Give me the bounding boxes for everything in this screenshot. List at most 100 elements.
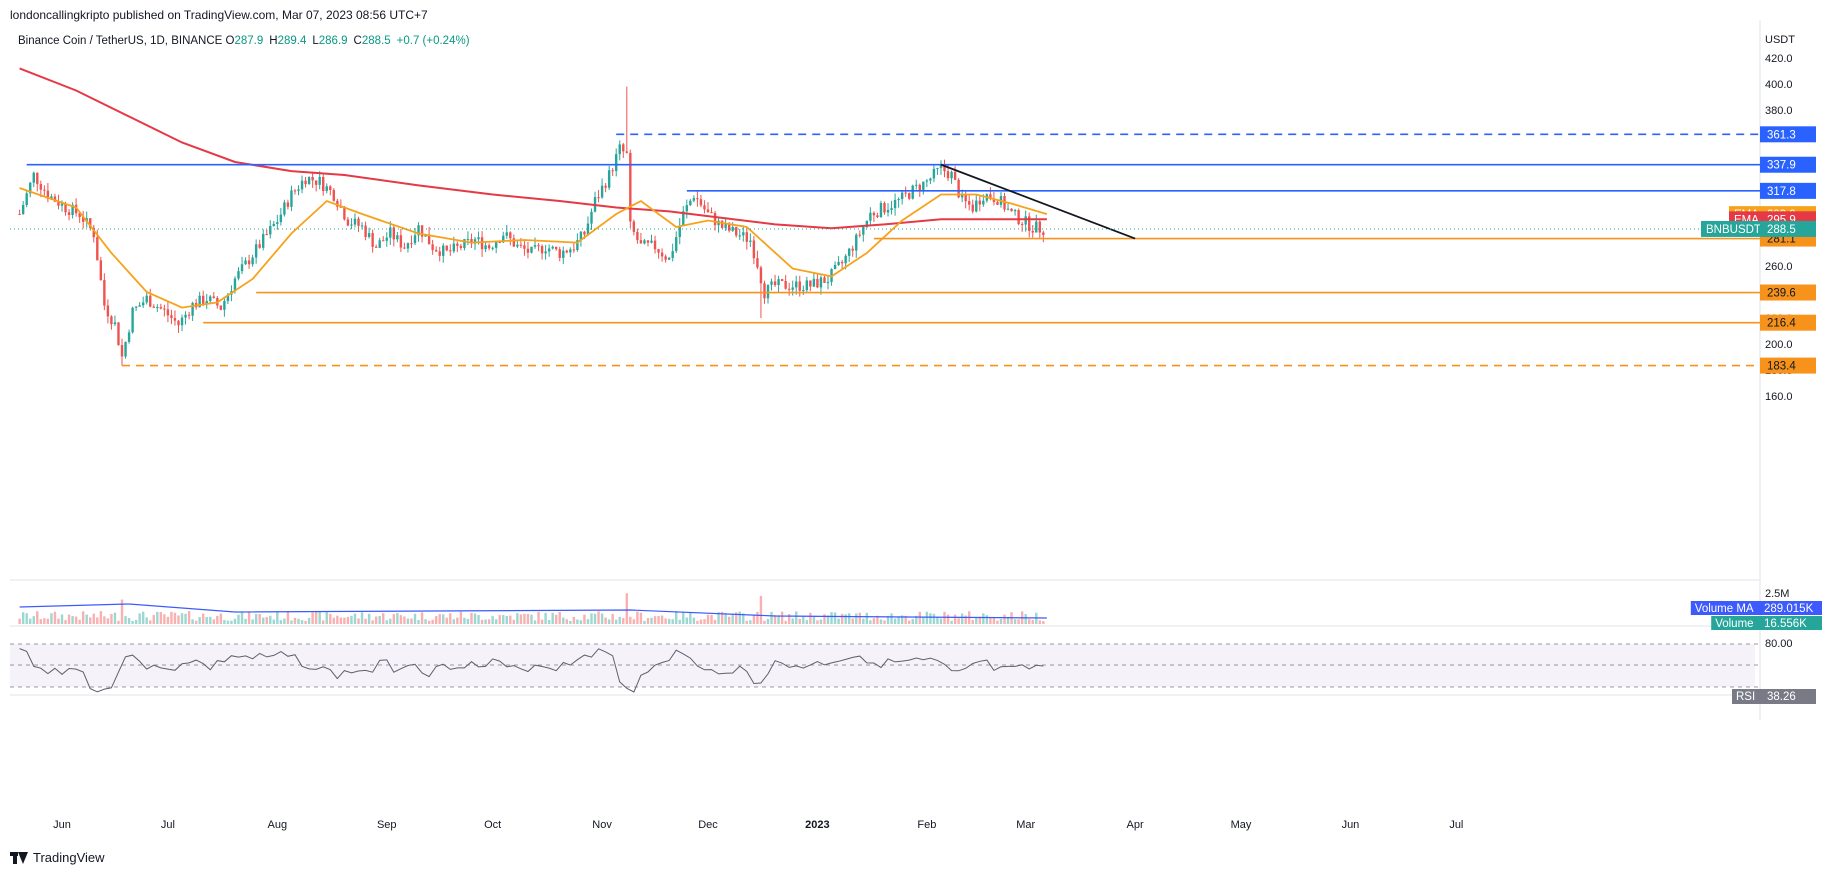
volume-tag-name: Volume [1715, 618, 1753, 630]
candle-body [925, 180, 929, 182]
candle-body [572, 249, 576, 251]
candle-body [219, 305, 223, 310]
volume-bar [32, 616, 35, 624]
volume-bar [385, 620, 388, 624]
candle-body [904, 192, 907, 194]
volume-bar [710, 614, 713, 624]
candle-body [742, 232, 745, 236]
ema-slow-line [19, 67, 1047, 230]
volume-bar [547, 620, 551, 624]
candle-body [872, 212, 876, 216]
candle-body [29, 182, 32, 194]
volume-bar [297, 618, 300, 624]
rsi-axis-label: 80.00 [1765, 638, 1793, 650]
x-tick-label: 2023 [805, 819, 829, 831]
volume-bar [611, 613, 614, 624]
candle-body [918, 184, 921, 191]
level-tag-label: 183.4 [1767, 361, 1796, 373]
candle-body [145, 295, 148, 303]
candle-body [226, 294, 230, 302]
volume-tag-value: 289.015K [1764, 603, 1814, 615]
candle-body [233, 278, 237, 291]
volume-bar [646, 618, 650, 624]
volume-bar [480, 619, 484, 624]
candle-body [152, 306, 155, 308]
candle-body [622, 144, 625, 152]
volume-bar [615, 619, 618, 624]
y-tick-label: 400.0 [1765, 79, 1793, 91]
candle-body [1028, 216, 1031, 231]
volume-bar [915, 615, 918, 624]
volume-bar [664, 618, 667, 624]
candle-body [113, 322, 117, 325]
level-tag [1760, 156, 1816, 173]
candle-body [25, 193, 28, 205]
volume-bar [240, 611, 244, 624]
volume-bar [717, 612, 720, 624]
candle-body [629, 152, 632, 222]
candle-body [837, 261, 840, 265]
candle-body [1013, 210, 1017, 212]
candle-body [971, 204, 974, 212]
candle-body [293, 190, 297, 192]
volume-bar [851, 618, 854, 624]
candle-body [371, 233, 374, 247]
candle-body [812, 278, 816, 287]
candle-body [322, 176, 325, 191]
volume-bar [329, 613, 332, 624]
volume-bar [703, 619, 706, 624]
volume-bar [964, 615, 967, 624]
level-tag [1760, 284, 1816, 301]
candle-body [533, 245, 537, 247]
volume-bar [269, 615, 272, 624]
candle-body [149, 295, 152, 307]
candle-body [1006, 208, 1010, 210]
volume-bar [1042, 620, 1045, 624]
volume-bar [180, 613, 184, 624]
volume-bar [886, 615, 890, 624]
volume-bar [96, 617, 99, 624]
candle-body [1042, 232, 1045, 236]
price-tag-value: 288.5 [1767, 224, 1796, 236]
candle-body [992, 198, 996, 202]
candle-body [254, 244, 258, 258]
candle-body [607, 170, 611, 188]
candle-body [106, 305, 110, 317]
candle-body [385, 237, 388, 241]
candle-body [364, 225, 367, 237]
candle-body [131, 307, 134, 333]
level-tag [1760, 314, 1816, 331]
candle-body [53, 196, 57, 202]
candle-body [787, 288, 791, 290]
candle-body [378, 240, 381, 248]
candle-body [456, 243, 459, 246]
volume-bar [138, 613, 141, 624]
volume-bar [406, 618, 410, 624]
candle-body [802, 290, 805, 292]
candle-body [1038, 221, 1042, 233]
volume-bar [494, 619, 498, 624]
currency-label: USDT [1765, 34, 1795, 46]
candle-body [675, 237, 678, 252]
candle-body [244, 260, 247, 265]
candle-body [367, 233, 371, 237]
volume-bar [625, 593, 628, 624]
x-tick-label: Feb [917, 819, 936, 831]
volume-bar [442, 614, 445, 624]
volume-bar [555, 614, 558, 624]
volume-bar [318, 611, 321, 624]
volume-bar [325, 611, 328, 624]
candle-body [851, 248, 854, 251]
level-tag-label: 317.8 [1767, 186, 1796, 198]
x-tick-label: Mar [1016, 819, 1035, 831]
volume-bar [653, 616, 657, 624]
candle-body [911, 185, 914, 199]
candle-body [427, 234, 431, 245]
candle-body [865, 220, 869, 227]
volume-bar [364, 618, 367, 624]
volume-bar [922, 617, 925, 624]
candle-body [96, 237, 99, 261]
ohlc-label: O [225, 35, 235, 47]
volume-ma-line [19, 603, 1047, 619]
